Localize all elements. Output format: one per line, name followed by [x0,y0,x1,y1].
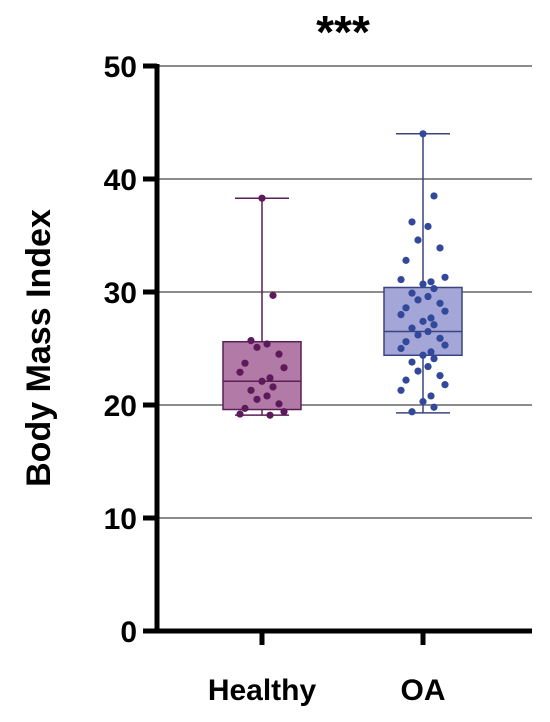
data-point [247,336,255,345]
data-point [419,317,427,325]
y-axis-title: Body Mass Index [20,209,58,487]
x-tick-label: OA [401,674,446,707]
data-point [408,324,416,332]
data-point [402,376,410,384]
data-point [236,368,244,376]
data-point [419,130,427,138]
data-point [414,236,422,244]
data-point [427,348,435,356]
data-point [408,218,416,226]
data-point [419,398,427,406]
y-tick-label: 40 [104,164,137,197]
data-point [275,350,283,358]
data-point [402,256,410,264]
y-tick-label: 0 [120,616,137,649]
data-point [266,374,274,382]
data-point [430,192,438,200]
data-point [419,280,427,288]
data-point [258,194,266,202]
data-point [424,292,432,301]
data-point [430,285,438,293]
data-point [263,392,271,400]
iqr-box [222,340,302,411]
data-point [424,327,432,336]
data-point [436,372,444,380]
data-point [436,334,444,342]
y-tick-label: 10 [104,503,137,536]
data-point [269,383,277,391]
data-point [241,404,249,412]
data-point [247,386,255,394]
data-point [441,307,449,315]
data-point [414,367,422,375]
data-point [402,304,410,312]
data-point [253,343,261,351]
data-point [397,386,405,394]
data-point [441,341,449,349]
data-point [258,377,266,385]
data-point [430,403,438,411]
data-point [427,392,435,400]
y-tick-label: 50 [104,51,137,84]
data-point [236,410,244,418]
data-point [424,362,432,371]
data-point [441,381,449,389]
data-point [414,331,422,339]
data-point [263,340,271,348]
data-point [441,273,449,281]
data-point [424,222,432,231]
data-point [402,338,410,346]
data-point [269,291,277,299]
x-tick-label: Healthy [208,674,317,707]
data-point [397,344,405,353]
data-point [280,364,288,372]
data-point [430,321,438,329]
data-point [408,408,416,416]
data-point [430,355,438,363]
y-tick-label: 20 [104,390,137,423]
data-point [253,395,261,403]
data-point [280,408,288,416]
data-point [419,351,427,359]
significance-annotation: *** [316,6,370,58]
data-point [266,411,274,419]
data-point [436,299,444,307]
data-point [408,358,416,366]
data-point [427,278,435,286]
y-tick-label: 30 [104,277,137,310]
data-point [436,244,444,252]
data-point [414,296,422,304]
data-point [275,400,283,408]
data-point [427,314,435,322]
data-point [397,311,405,319]
data-point [408,289,416,297]
data-point [397,275,405,284]
data-point [241,359,249,367]
